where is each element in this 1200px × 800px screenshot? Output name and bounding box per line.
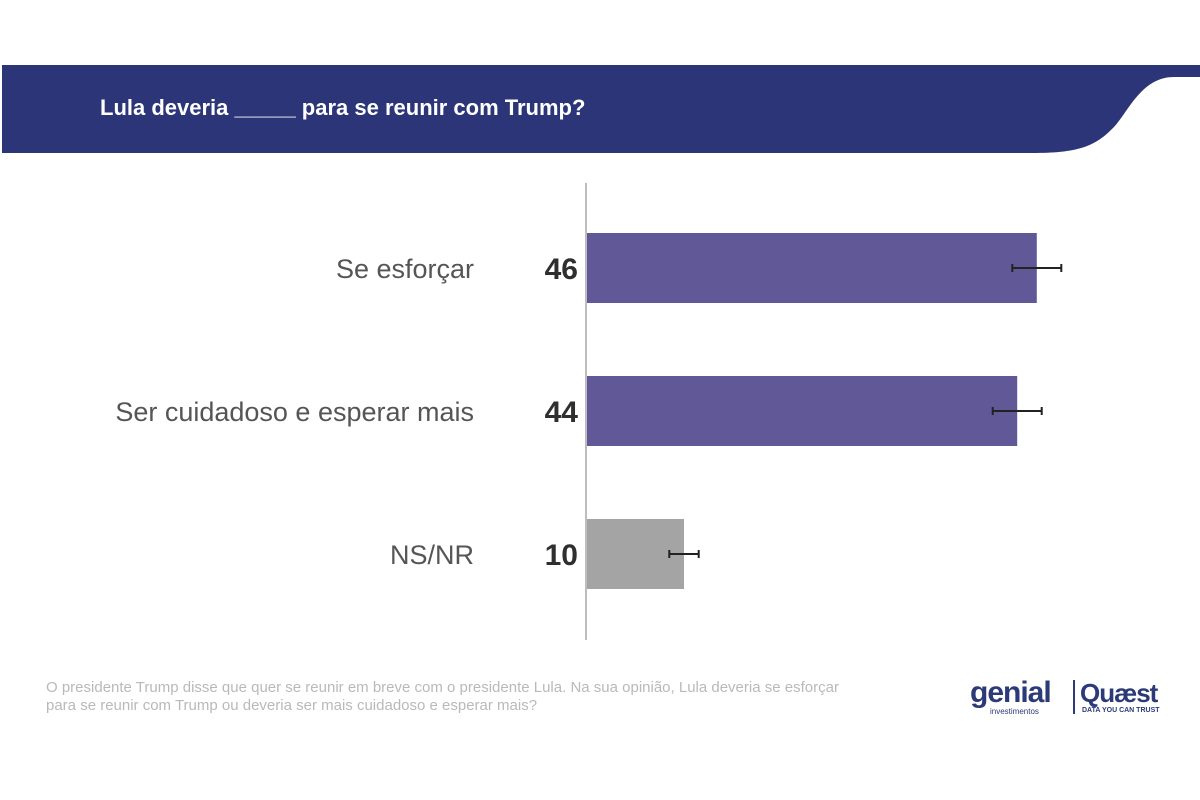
genial-logo-subtext: investimentos	[990, 707, 1039, 716]
category-label: Ser cuidadoso e esperar mais	[115, 397, 474, 427]
title-banner-shape	[2, 65, 1200, 153]
value-label: 44	[545, 396, 579, 429]
logo-divider	[1073, 680, 1075, 714]
category-label: Se esforçar	[336, 254, 474, 284]
title-banner: Lula deveria _____ para se reunir com Tr…	[2, 65, 1200, 153]
quaest-logo: Quæst DATA YOU CAN TRUST	[1080, 676, 1176, 720]
value-label: 10	[545, 539, 578, 572]
question-footnote: O presidente Trump disse que quer se reu…	[46, 679, 839, 714]
genial-logo-text: genial	[970, 676, 1052, 709]
bar-chart: Se esforçar 46 Ser cuidadoso e esperar mai…	[115, 183, 1063, 640]
bar	[586, 376, 1018, 446]
bar	[586, 233, 1037, 303]
value-label: 46	[545, 253, 578, 286]
slide: Lula deveria _____ para se reunir com Tr…	[2, 65, 1200, 736]
quaest-logo-subtext: DATA YOU CAN TRUST	[1082, 707, 1160, 714]
category-label: NS/NR	[390, 540, 474, 570]
genial-logo: genial investimentos	[970, 676, 1066, 720]
page-title: Lula deveria _____ para se reunir com Tr…	[100, 95, 586, 120]
logos: genial investimentos Quæst DATA YOU CAN …	[970, 676, 1170, 720]
bar	[586, 519, 684, 589]
quaest-logo-text: Quæst	[1080, 678, 1158, 708]
